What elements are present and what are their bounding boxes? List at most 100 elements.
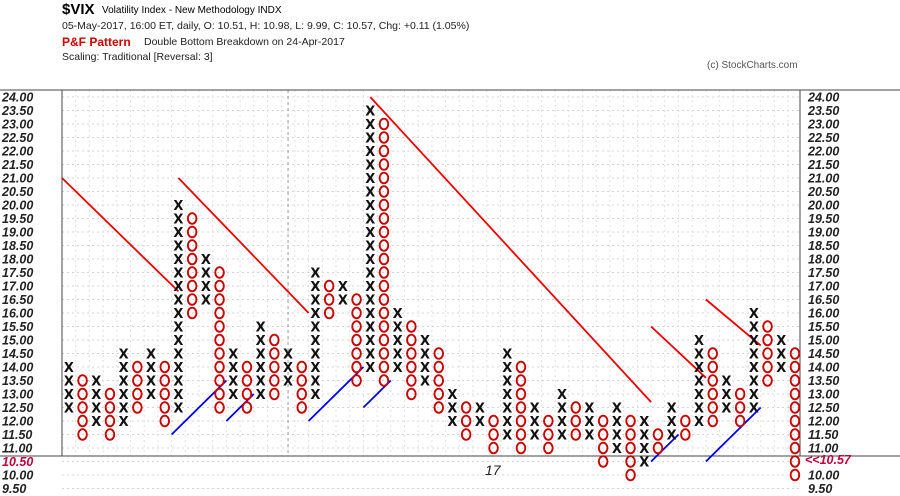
y-tick-right: 11.00 [808, 442, 838, 456]
copyright: (c) StockCharts.com [707, 60, 798, 71]
pf-x-box: X [228, 361, 238, 376]
pf-x-box: X [420, 334, 430, 349]
pf-x-box: X [639, 415, 649, 430]
pf-o-box [241, 374, 253, 387]
y-tick-right: 22.00 [807, 145, 839, 159]
pf-x-box: X [420, 347, 430, 362]
pf-pattern-label: P&F Pattern [62, 35, 131, 49]
pf-o-box [104, 414, 116, 428]
pf-x-box: X [721, 388, 731, 403]
pf-o-box [351, 360, 362, 374]
pf-o-box [296, 374, 308, 387]
y-tick-right: 18.00 [808, 253, 839, 267]
pf-o-box [351, 320, 362, 333]
pf-o-box [323, 279, 335, 293]
pf-x-box: X [502, 401, 512, 416]
y-tick-left: 10.00 [2, 469, 33, 483]
y-tick-left: 20.00 [1, 199, 33, 213]
pf-o-box [186, 212, 198, 225]
pf-x-box: X [173, 239, 183, 254]
pf-x-box: X [173, 280, 183, 295]
pf-o-box [515, 387, 527, 401]
pf-x-box: X [667, 415, 677, 430]
y-tick-right: 12.50 [808, 401, 839, 415]
pf-o-box [77, 401, 88, 414]
pf-o-box [77, 374, 88, 387]
pf-x-box: X [365, 226, 375, 241]
plot-background [0, 90, 900, 456]
y-tick-left: 11.00 [2, 442, 32, 456]
pf-o-box [406, 333, 417, 347]
pf-x-box: X [612, 401, 622, 416]
pf-o-box [515, 414, 527, 428]
pf-o-box [159, 401, 170, 414]
pf-x-box: X [393, 307, 403, 322]
pf-x-box: X [776, 361, 786, 376]
pf-o-box [77, 414, 88, 428]
pf-x-box: X [256, 374, 266, 389]
pf-o-box [378, 117, 390, 131]
pf-o-box [132, 387, 143, 401]
pf-x-box: X [365, 185, 375, 200]
pf-x-box: X [173, 212, 183, 227]
pf-o-box [789, 374, 801, 387]
pf-x-box: X [201, 280, 211, 295]
y-tick-left: 19.00 [2, 226, 33, 240]
pf-o-box [460, 401, 472, 414]
y-tick-right: 21.00 [807, 172, 839, 186]
resistance-trendline [177, 177, 310, 314]
pf-x-box: X [283, 361, 293, 376]
y-tick-right: 16.00 [808, 307, 839, 321]
pf-x-box: X [228, 347, 238, 362]
pf-x-box: X [64, 361, 74, 376]
pf-o-box [296, 387, 308, 401]
pf-x-box: X [173, 374, 183, 389]
pf-o-box [323, 306, 335, 320]
pf-o-box [214, 347, 225, 360]
pf-x-box: X [694, 347, 704, 362]
pf-o-box [378, 279, 390, 293]
pf-x-box: X [173, 401, 183, 416]
pf-x-box: X [393, 334, 403, 349]
y-tick-left: 12.50 [2, 401, 33, 415]
pf-o-box [789, 441, 801, 455]
pf-x-box: X [584, 415, 594, 430]
pf-x-box: X [256, 347, 266, 362]
pf-x-box: X [91, 388, 101, 403]
pf-o-box [597, 455, 609, 468]
pf-x-box: X [612, 428, 622, 443]
pf-x-box: X [256, 334, 266, 349]
pf-o-box [269, 347, 280, 360]
pf-o-box [433, 387, 445, 401]
pf-x-box: X [694, 374, 704, 389]
y-tick-left: 16.00 [2, 307, 33, 321]
pf-o-box [186, 279, 198, 293]
pf-o-box [214, 266, 225, 279]
y-tick-left: 23.50 [1, 104, 33, 118]
pf-x-box: X [283, 347, 293, 362]
y-tick-right: 18.50 [808, 239, 839, 253]
pf-x-box: X [749, 347, 759, 362]
pf-o-box [680, 414, 691, 428]
y-tick-left: 15.50 [2, 320, 33, 334]
pf-o-box [789, 455, 801, 468]
pf-o-box [789, 360, 801, 374]
pf-x-box: X [310, 361, 320, 376]
pf-x-box: X [447, 415, 457, 430]
y-tick-right: 13.50 [808, 374, 839, 388]
pf-o-box [214, 333, 225, 347]
pf-x-box: X [365, 212, 375, 227]
y-tick-right: 14.00 [808, 361, 839, 375]
pf-x-box: X [612, 415, 622, 430]
y-tick-left: 23.00 [1, 118, 33, 132]
pf-x-box: X [256, 388, 266, 403]
pf-x-box: X [584, 428, 594, 443]
pf-x-box: X [201, 293, 211, 308]
y-tick-right: 23.50 [807, 104, 839, 118]
pf-o-box [789, 428, 801, 441]
pf-o-box [241, 401, 253, 414]
pf-o-box [597, 414, 609, 428]
y-tick-right: 12.00 [808, 415, 839, 429]
y-tick-left: 11.50 [2, 428, 32, 442]
pf-o-box [570, 414, 582, 428]
